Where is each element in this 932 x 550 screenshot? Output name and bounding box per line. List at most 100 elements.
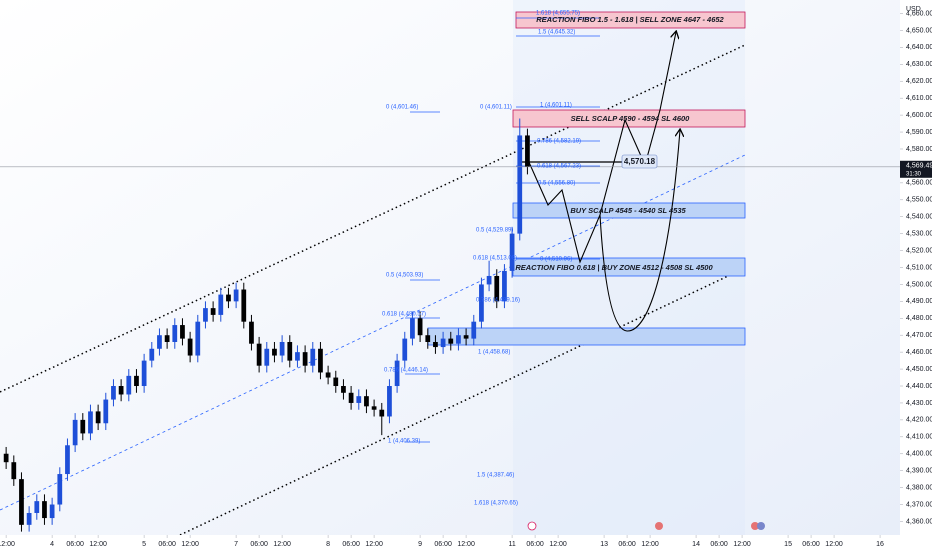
x-tick-label: 06:00 <box>158 541 176 548</box>
y-tick-label: 4,540.00 <box>906 214 932 221</box>
candle-body <box>126 375 132 395</box>
last-price-label: 4,569.49 <box>906 163 932 170</box>
sell-zone <box>515 11 746 29</box>
candle-body <box>65 445 70 475</box>
candle-body <box>164 335 170 342</box>
fib-label: 0.5 (4,556.80) <box>538 181 575 187</box>
plot-background <box>0 0 900 535</box>
y-tick-label: 4,430.00 <box>906 400 932 407</box>
y-tick-label: 4,370.00 <box>906 501 932 508</box>
candle-body <box>57 474 63 505</box>
x-tick-label: 14 <box>692 541 700 548</box>
y-tick-label: 4,630.00 <box>906 61 932 68</box>
event-icon <box>655 522 663 530</box>
fib-label: 0.5 (4,503.93) <box>386 273 423 279</box>
candle-body <box>318 348 323 373</box>
candle-body <box>371 406 377 410</box>
x-tick-label: 12:00 <box>549 541 567 548</box>
x-tick-label: 12:00 <box>457 541 475 548</box>
y-tick-label: 4,420.00 <box>906 417 932 424</box>
fib-label: 0 (4,510.96) <box>540 257 572 263</box>
candle-body <box>149 348 155 361</box>
candle-body <box>233 289 239 302</box>
fib-label: 0.618 (4,480.57) <box>382 312 426 318</box>
candle-body <box>226 294 231 302</box>
x-tick-label: 12:00 <box>365 541 383 548</box>
candle-body <box>433 341 438 348</box>
x-tick-label: 12:00 <box>641 541 659 548</box>
event-icon <box>527 521 537 531</box>
candle-body <box>103 399 109 424</box>
candle-body <box>364 396 369 407</box>
candle-body <box>502 270 507 302</box>
candle-body <box>72 419 78 446</box>
fib-label: 0.618 (4,567.23) <box>537 164 581 170</box>
x-tick-label: 5 <box>142 541 146 548</box>
candle-body <box>440 338 446 348</box>
candle-body <box>256 343 262 366</box>
candle-body <box>80 419 86 434</box>
fib-label: 1.5 (4,387.46) <box>477 473 514 479</box>
y-tick-label: 4,590.00 <box>906 129 932 136</box>
x-tick-label: 9 <box>418 541 422 548</box>
fib-label: 0.786 (4,582.19) <box>537 139 581 145</box>
candle-body <box>517 135 523 234</box>
x-tick-label: 12:00 <box>733 541 751 548</box>
fib-label: 0 (4,601.11) <box>480 105 512 111</box>
x-tick-label: 06:00 <box>250 541 268 548</box>
candle-body <box>19 479 24 525</box>
candle-body <box>279 341 285 356</box>
time-axis <box>0 535 900 550</box>
plot <box>0 11 900 535</box>
candle-body <box>425 335 431 342</box>
fib-label: 1 (4,406.39) <box>388 439 420 445</box>
y-tick-label: 4,510.00 <box>906 264 932 271</box>
y-tick-label: 4,640.00 <box>906 44 932 51</box>
candle-body <box>448 338 454 344</box>
fib-label: 1 (4,458.68) <box>478 350 510 356</box>
y-tick-label: 4,490.00 <box>906 298 932 305</box>
x-tick-label: 12:00 <box>89 541 107 548</box>
candle-body <box>134 375 139 387</box>
event-icon <box>757 522 765 530</box>
y-tick-label: 4,530.00 <box>906 230 932 237</box>
x-tick-label: 4 <box>50 541 54 548</box>
y-tick-label: 4,450.00 <box>906 366 932 373</box>
candle-body <box>95 411 101 424</box>
x-tick-label: 06:00 <box>526 541 544 548</box>
fib-label: 1.5 (4,645.32) <box>538 30 575 36</box>
y-tick-label: 4,520.00 <box>906 247 932 254</box>
x-tick-label: 06:00 <box>434 541 452 548</box>
candle-body <box>287 341 293 361</box>
x-tick-label: 15 <box>784 541 792 548</box>
candle-body <box>525 135 530 167</box>
candle-body <box>88 411 93 434</box>
candle-body <box>479 284 484 322</box>
x-tick-label: 16 <box>876 541 884 548</box>
candle-body <box>387 386 392 417</box>
x-tick-label: 06:00 <box>66 541 84 548</box>
candle-body <box>486 275 492 285</box>
y-tick-label: 4,550.00 <box>906 197 932 204</box>
zone-label: REACTION FIBO 0.618 | BUY ZONE 4512 - 45… <box>515 263 713 272</box>
candle-body <box>111 386 116 400</box>
candle-body <box>42 501 47 519</box>
candle-body <box>180 325 185 339</box>
x-tick-label: 12:00 <box>181 541 199 548</box>
y-tick-label: 4,580.00 <box>906 146 932 153</box>
fib-label: 0.786 (4,446.14) <box>384 368 428 374</box>
candle-body <box>203 308 208 322</box>
candle-body <box>26 512 32 525</box>
candle-body <box>402 338 408 361</box>
y-tick-label: 4,470.00 <box>906 332 932 339</box>
last-price-tag <box>900 160 932 178</box>
candle-body <box>141 360 147 387</box>
candle-body <box>333 377 339 387</box>
x-tick-label: 06:00 <box>710 541 728 548</box>
fib-label: 0 (4,601.46) <box>386 105 418 111</box>
y-tick-label: 4,440.00 <box>906 383 932 390</box>
x-tick-label: 12:00 <box>0 541 15 548</box>
y-tick-label: 4,400.00 <box>906 451 932 458</box>
zone-label: REACTION FIBO 1.5 - 1.618 | SELL ZONE 46… <box>536 15 724 24</box>
x-tick-label: 11 <box>508 541 515 548</box>
